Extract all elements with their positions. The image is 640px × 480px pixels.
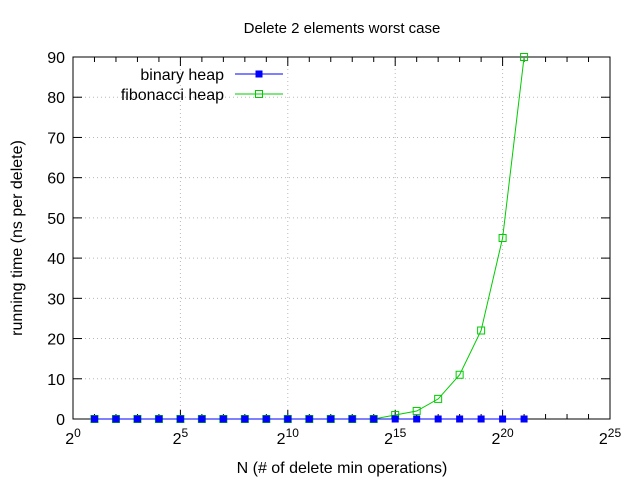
x-tick-label: 210 [277, 426, 300, 448]
data-point [370, 415, 378, 423]
series-line [94, 56, 525, 420]
data-point [112, 415, 120, 423]
legend-marker [255, 70, 263, 78]
data-point [477, 326, 486, 335]
y-tick-label: 90 [47, 50, 65, 67]
plot-frame [72, 56, 611, 420]
y-axis-label: running time (ns per delete) [9, 140, 26, 336]
x-tick-label: 225 [599, 426, 622, 448]
data-point [477, 415, 485, 423]
ticks: 20 25 210 215 220 225 0 10 20 30 40 50 60 70 80 90 [47, 50, 621, 448]
x-tick-label: 20 [65, 426, 81, 448]
data-point [155, 415, 163, 423]
x-tick-label: 220 [491, 426, 514, 448]
y-tick-label: 30 [47, 291, 65, 308]
data-point [520, 53, 529, 61]
data-point [176, 415, 184, 423]
data-point [90, 415, 98, 423]
data-point [434, 415, 442, 423]
data-point [262, 415, 270, 423]
data-point [391, 415, 399, 423]
data-point [284, 415, 292, 423]
legend: binary heap fibonacci heap [121, 67, 283, 104]
y-tick-label: 60 [47, 171, 65, 188]
y-tick-label: 0 [56, 412, 65, 429]
y-tick-label: 80 [47, 90, 65, 107]
x-tick-label: 25 [173, 426, 189, 448]
data-point [348, 415, 356, 423]
legend-marker [255, 90, 263, 98]
x-axis-label: N (# of delete min operations) [237, 460, 448, 477]
y-tick-label: 70 [47, 130, 65, 147]
data-point [455, 370, 464, 379]
legend-label: fibonacci heap [121, 87, 224, 104]
data-point [241, 415, 249, 423]
data-point [219, 415, 227, 423]
grid [73, 57, 610, 419]
data-point [305, 415, 313, 423]
x-tick-label: 215 [384, 426, 407, 448]
y-tick-label: 40 [47, 251, 65, 268]
data-point [413, 415, 421, 423]
series-layer [90, 53, 529, 423]
data-point [133, 415, 141, 423]
y-tick-label: 20 [47, 332, 65, 349]
chart-title: Delete 2 elements worst case [244, 20, 441, 37]
legend-label: binary heap [140, 67, 224, 84]
y-tick-label: 10 [47, 372, 65, 389]
data-point [327, 415, 335, 423]
y-tick-label: 50 [47, 211, 65, 228]
data-point [412, 406, 421, 415]
data-point [520, 415, 528, 423]
data-point [198, 415, 206, 423]
series-fibonacci-heap [90, 53, 529, 423]
data-point [456, 415, 464, 423]
series-binary-heap [90, 415, 528, 423]
data-point [498, 234, 507, 242]
data-point [499, 415, 507, 423]
data-point [434, 394, 443, 403]
